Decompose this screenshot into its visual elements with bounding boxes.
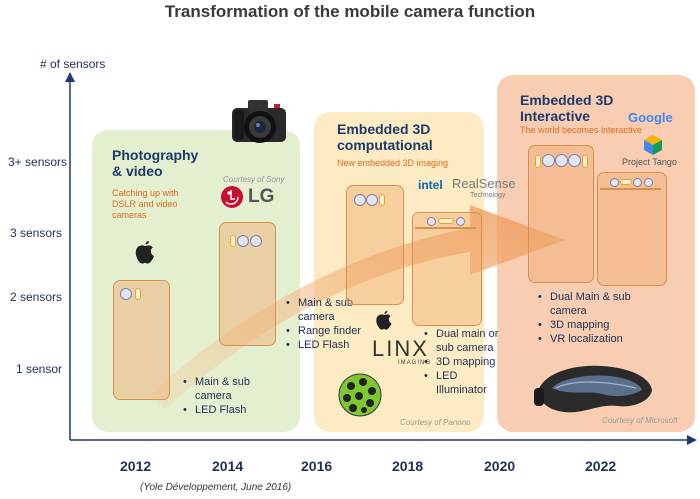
panel1-subtitle-line3: cameras — [112, 210, 147, 220]
linx-wordmark: LINX — [372, 336, 429, 361]
project-tango-label: Project Tango — [622, 157, 677, 167]
panel2-title: Embedded 3D computational — [337, 121, 433, 153]
led-flash — [230, 235, 236, 247]
main-camera-lens — [354, 194, 366, 206]
bullet-dual-main-sub-camera: Dual main or sub camera — [424, 327, 499, 355]
bullet-dual-main-sub-camera: Dual Main & sub camera — [538, 290, 668, 318]
bullet-led-flash: LED Flash — [286, 338, 366, 352]
panel1-subtitle-line1: Catching up with — [112, 188, 179, 198]
x-tick-2016: 2016 — [301, 458, 333, 474]
phone-2014 — [219, 222, 276, 346]
dslr-camera-icon — [232, 100, 286, 143]
y-tick-3: 3 sensors — [10, 226, 63, 240]
linx-imaging-wordmark: IMAGING — [398, 360, 432, 366]
intel-wordmark: intel — [418, 178, 443, 192]
bullet-range-finder: Range finder — [286, 324, 366, 338]
depth-sensor-lens — [644, 178, 653, 187]
panel1-title-line1: Photography — [112, 147, 199, 163]
linx-logo: LINX IMAGING — [372, 336, 432, 370]
panel3-title: Embedded 3D Interactive — [520, 92, 613, 124]
phone-divider — [415, 227, 476, 229]
bullet-main-sub-camera: Main & sub camera — [286, 296, 366, 324]
x-tick-2020: 2020 — [484, 458, 516, 474]
main-camera-lens — [237, 235, 249, 247]
panel3-subtitle: The world becomes interactive — [520, 125, 643, 135]
y-tick-2: 2 sensors — [10, 290, 63, 304]
bullet-vr-localization: VR localization — [538, 332, 668, 346]
main-camera-lens — [610, 178, 619, 187]
lg-logo: LG — [220, 184, 284, 210]
bullet-3d-mapping: 3D mapping — [424, 355, 499, 369]
main-camera-lens — [427, 217, 436, 226]
y-tick-1: 1 sensor — [16, 362, 63, 376]
phone-divider — [600, 188, 661, 190]
vr-headset-icon — [534, 365, 652, 413]
panel2-title-line1: Embedded 3D — [337, 121, 431, 137]
x-axis-arrowhead — [687, 435, 697, 445]
sub-camera-lens — [555, 154, 568, 167]
panel1-subtitle-line2: DSLR and video — [112, 199, 178, 209]
x-tick-2022: 2022 — [585, 458, 617, 474]
depth-sensor-lens — [568, 154, 581, 167]
diagram-title: Transformation of the mobile camera func… — [164, 2, 536, 21]
phone-2018 — [412, 212, 482, 326]
panel3-credit: Courtesy of Microsoft — [602, 416, 678, 425]
google-wordmark: Google — [628, 110, 673, 125]
main-camera-lens — [120, 288, 132, 300]
panel1-bullets-a: Main & sub camera LED Flash — [183, 375, 273, 417]
project-tango-cube-icon — [644, 135, 662, 155]
phone-2022 — [597, 172, 667, 286]
progress-arrow-shape — [150, 205, 565, 410]
intel-realsense-logo: intel RealSense Technology — [418, 176, 516, 206]
realsense-wordmark: RealSense — [452, 176, 516, 191]
main-camera-lens — [542, 154, 555, 167]
x-tick-2014: 2014 — [212, 458, 244, 474]
y-axis-title: # of sensors — [40, 57, 106, 71]
lg-face-icon — [221, 186, 243, 208]
led-flash — [379, 194, 385, 206]
y-tick-3plus: 3+ sensors — [8, 155, 68, 169]
google-logo: Google — [628, 110, 673, 125]
phone-2012 — [113, 280, 170, 400]
panel2-credit: Courtesy of Panono — [400, 418, 471, 427]
x-tick-2018: 2018 — [392, 458, 424, 474]
lg-wordmark: LG — [248, 186, 275, 207]
panel1-bullets-b: Main & sub camera Range finder LED Flash — [286, 296, 366, 352]
technology-wordmark: Technology — [470, 192, 506, 199]
panel1-credit: Courtesy of Sony — [223, 175, 285, 184]
panel2-subtitle: New embedded 3D imaging — [337, 158, 449, 168]
sub-camera-lens — [456, 217, 465, 226]
panel1-subtitle: Catching up with DSLR and video cameras — [112, 188, 179, 221]
panono-ball-camera-icon — [338, 373, 382, 417]
bullet-led-flash: LED Flash — [183, 403, 273, 417]
x-tick-2012: 2012 — [120, 458, 152, 474]
phone-2021 — [528, 145, 594, 283]
sub-camera-lens — [366, 194, 378, 206]
panel2-title-line2: computational — [337, 137, 433, 153]
led-flash — [135, 288, 141, 300]
panel1-title: Photography & video — [112, 147, 198, 179]
led-illuminator — [620, 179, 632, 185]
source-note: (Yole Développement, June 2016) — [140, 482, 292, 493]
y-axis-arrowhead — [65, 72, 75, 82]
bullet-main-sub-camera: Main & sub camera — [183, 375, 273, 403]
panel1-title-line2: & video — [112, 163, 163, 179]
panel3-title-line1: Embedded 3D — [520, 92, 614, 108]
sub-camera-lens — [633, 178, 642, 187]
bullet-3d-mapping: 3D mapping — [538, 318, 668, 332]
phone-2017 — [346, 185, 404, 305]
bullet-led-illuminator: LED Illuminator — [424, 369, 499, 397]
sub-camera-lens — [250, 235, 262, 247]
panel3-title-line2: Interactive — [520, 108, 591, 124]
apple-logo-icon — [376, 310, 392, 330]
panel2-bullets: Dual main or sub camera 3D mapping LED I… — [424, 327, 499, 397]
led-flash — [535, 155, 541, 168]
apple-logo-icon — [135, 241, 154, 264]
panel3-bullets: Dual Main & sub camera 3D mapping VR loc… — [538, 290, 668, 346]
led-illuminator — [438, 218, 454, 224]
ir-emitter — [582, 155, 588, 168]
